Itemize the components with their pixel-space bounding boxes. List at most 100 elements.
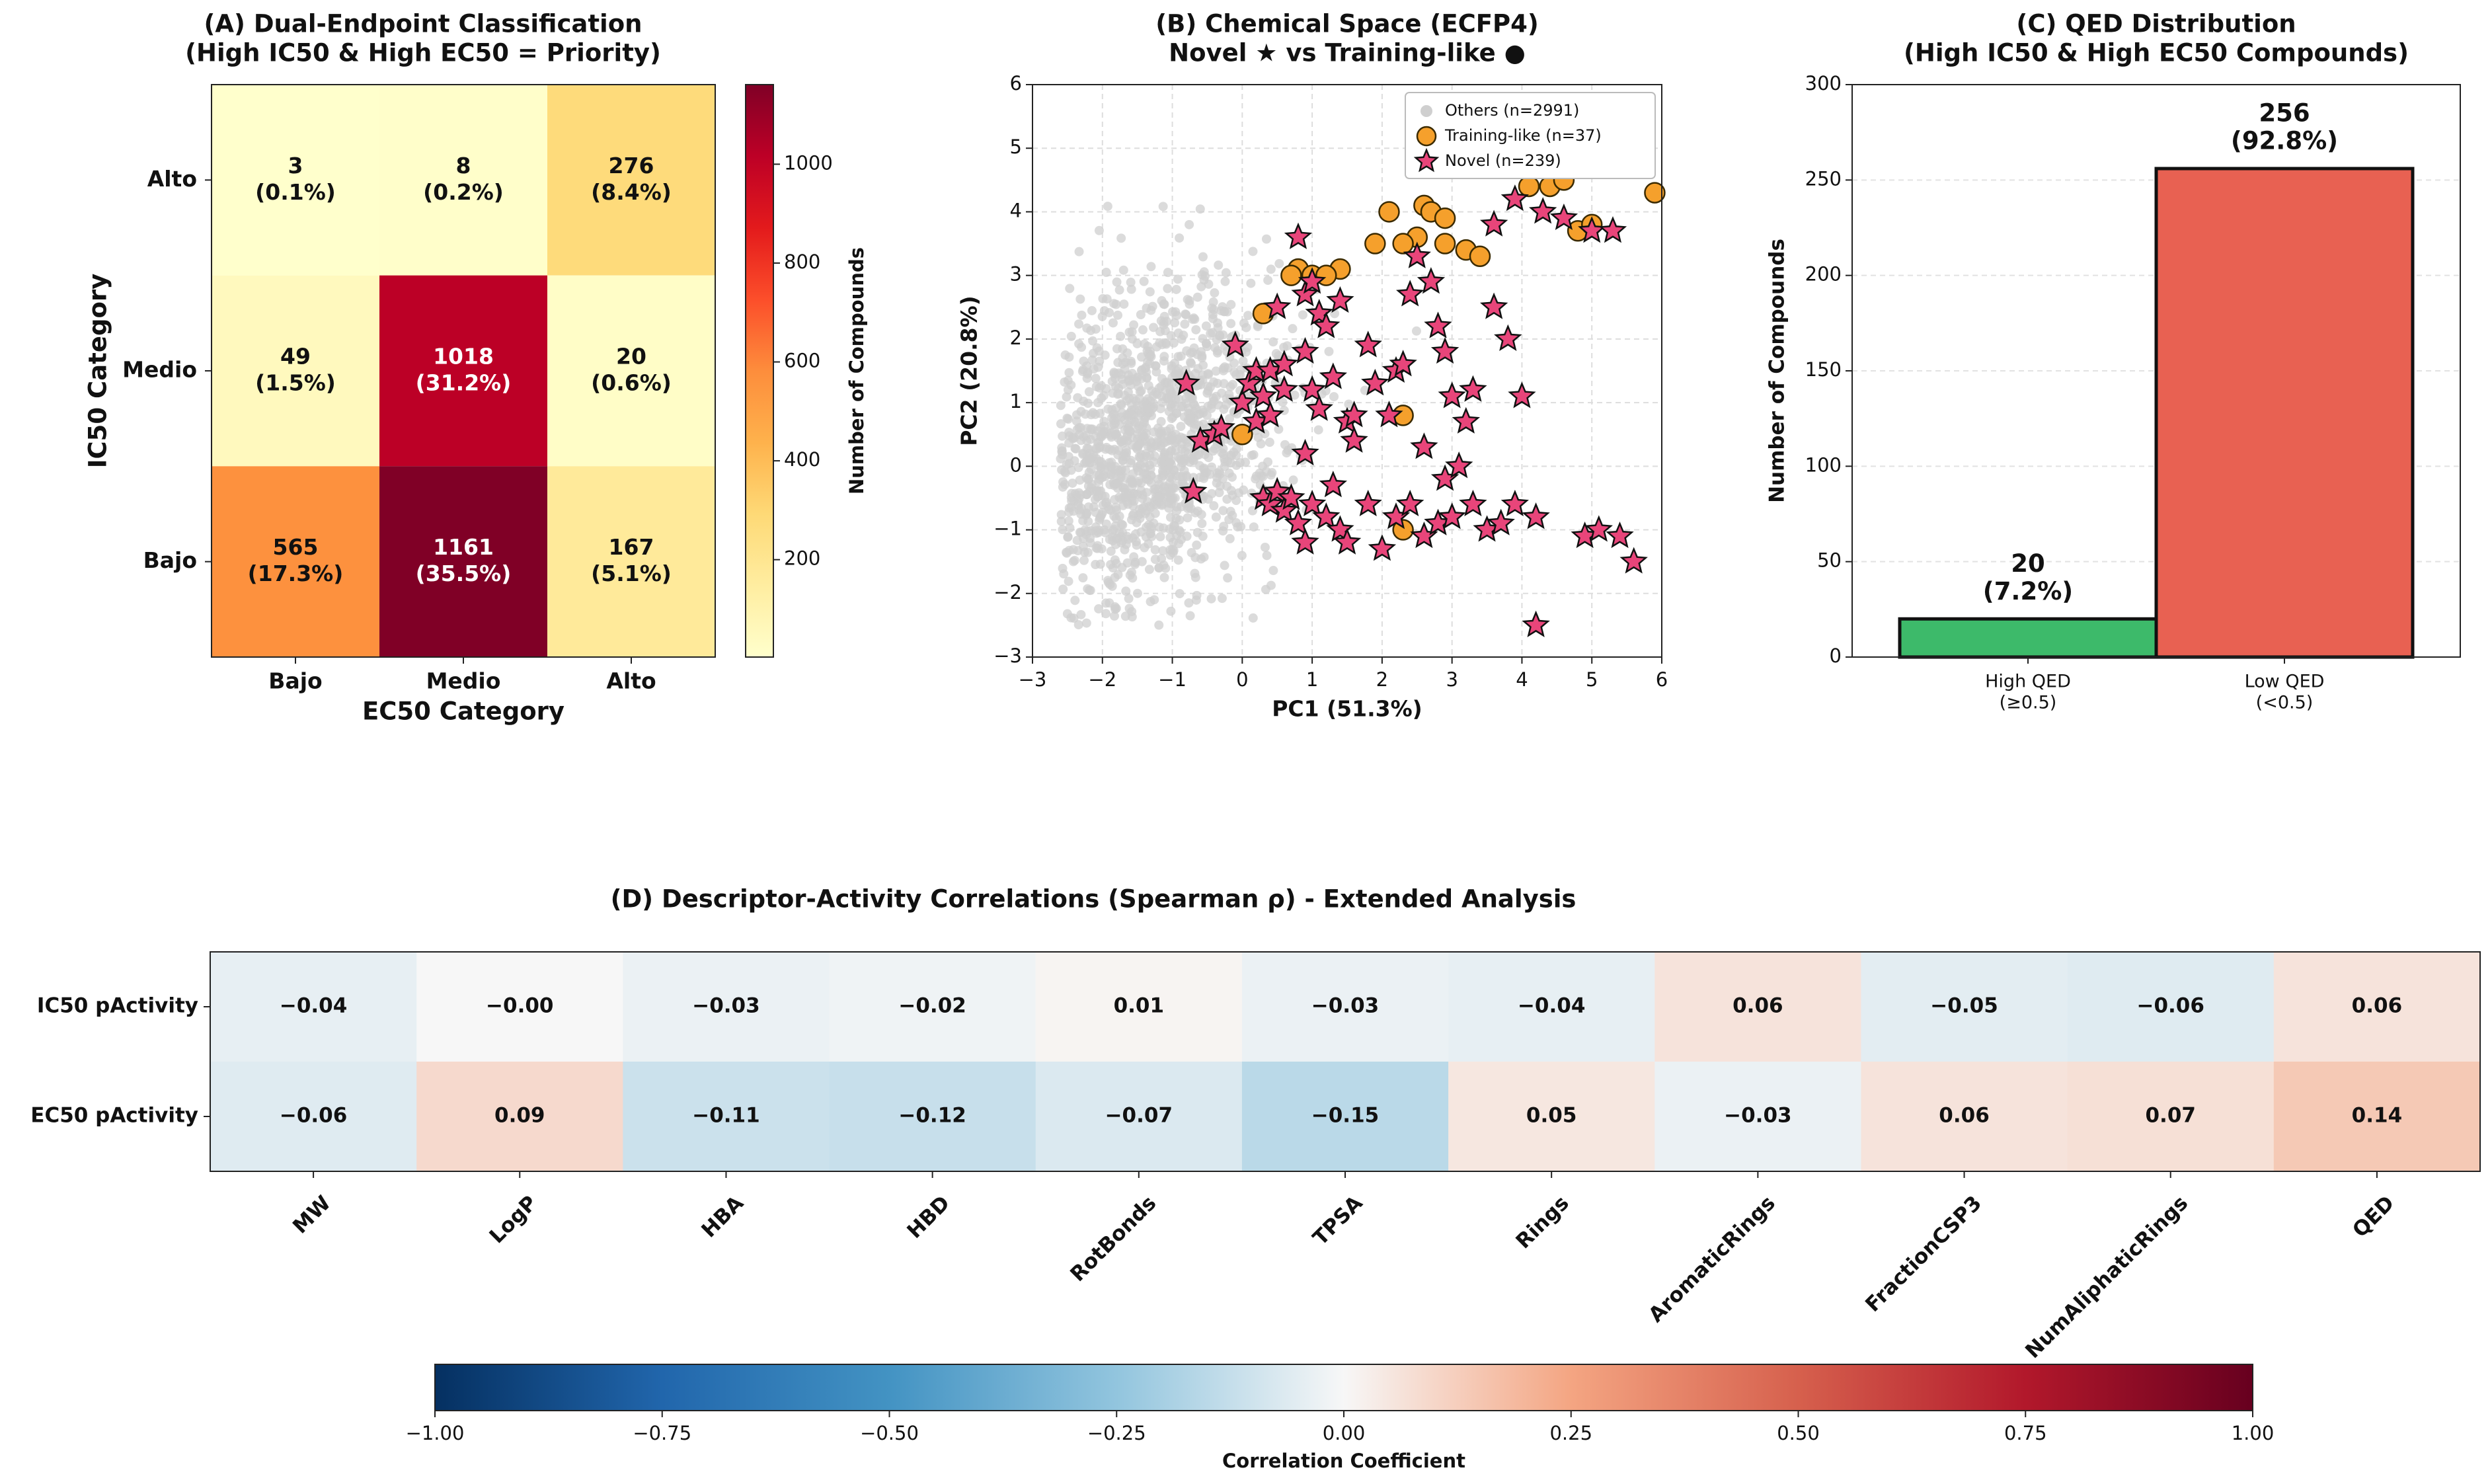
others-point (1063, 531, 1073, 541)
legend-label-others: Others (n=2991) (1445, 101, 1579, 120)
panel-c-subtitle: (High IC50 & High EC50 Compounds) (1904, 39, 2409, 67)
correlation-cell (2067, 1062, 2275, 1172)
others-point (1176, 535, 1186, 545)
others-point (1195, 204, 1205, 214)
others-point (1064, 516, 1073, 526)
correlation-value-label: −0.15 (1311, 1104, 1379, 1128)
others-point (1204, 370, 1214, 379)
correlation-cell (2067, 952, 2275, 1062)
training-like-point (1280, 264, 1302, 286)
others-point (1126, 278, 1136, 288)
x-tick-label: Low QED (2245, 672, 2325, 692)
others-point (1110, 430, 1120, 440)
others-point (1220, 561, 1229, 570)
others-point (1262, 551, 1272, 561)
novel-point (1270, 350, 1299, 377)
novel-point (1479, 210, 1508, 237)
others-point (1133, 441, 1143, 451)
others-point (1226, 486, 1236, 496)
novel-point (1487, 508, 1515, 535)
others-point (1142, 373, 1152, 383)
others-point (1180, 319, 1190, 329)
others-point (1161, 563, 1171, 573)
correlation-value-label: −0.03 (1724, 1104, 1791, 1128)
others-point (1224, 468, 1234, 478)
colorbar-tick-label: −0.50 (860, 1422, 919, 1444)
others-point (1071, 416, 1081, 426)
others-point (1094, 604, 1104, 614)
others-point (1150, 484, 1160, 494)
others-point (1064, 368, 1074, 377)
others-point (1154, 492, 1164, 502)
training-like-point (1434, 207, 1456, 229)
others-point (1093, 543, 1103, 553)
others-point (1226, 319, 1236, 329)
others-point (1114, 420, 1124, 430)
y-axis-label: IC50 Category (84, 274, 112, 468)
others-point (1253, 322, 1263, 332)
others-point (1058, 584, 1068, 594)
others-point (1064, 576, 1073, 586)
others-point (1198, 252, 1208, 262)
colorbar-tick-label: −0.25 (1087, 1422, 1146, 1444)
legend-box (1405, 92, 1656, 179)
others-point (1058, 563, 1068, 573)
others-point (1090, 409, 1100, 419)
heatmap-count-label: 3 (288, 153, 303, 178)
novel-point (1354, 489, 1382, 517)
others-point (1235, 370, 1245, 379)
others-point (1219, 379, 1229, 389)
heatmap-percent-label: (0.2%) (423, 179, 504, 205)
others-point (1058, 482, 1068, 492)
others-point (1079, 555, 1089, 565)
others-point (1223, 573, 1233, 583)
others-point (1246, 278, 1256, 288)
others-point (1066, 613, 1076, 623)
others-point (1142, 404, 1152, 414)
others-point (1163, 268, 1173, 278)
others-point (1204, 279, 1214, 289)
others-point (1075, 294, 1085, 304)
others-point (1168, 525, 1178, 535)
others-point (1110, 461, 1120, 471)
x-tick-label: 3 (1446, 668, 1458, 691)
others-point (1119, 299, 1129, 309)
novel-point (1508, 381, 1536, 409)
correlation-value-label: 0.14 (2352, 1104, 2403, 1128)
others-point (1192, 527, 1202, 537)
others-point (1208, 309, 1218, 319)
others-point (1214, 260, 1224, 270)
correlation-value-label: 0.06 (2352, 994, 2403, 1018)
correlation-value-label: −0.03 (1311, 994, 1379, 1018)
bar-value-label: 20 (2011, 549, 2045, 578)
others-point (1188, 456, 1198, 466)
row-label: EC50 pActivity (30, 1104, 198, 1128)
others-point (1239, 318, 1249, 328)
column-label: QED (2348, 1191, 2399, 1242)
others-point (1173, 352, 1183, 362)
others-point (1251, 471, 1261, 481)
others-point (1225, 533, 1235, 543)
heatmap-percent-label: (8.4%) (591, 179, 672, 205)
others-point (1058, 431, 1068, 441)
others-point (1107, 376, 1117, 386)
column-label: HBD (902, 1191, 954, 1243)
correlation-cell (1655, 952, 1861, 1062)
others-point (1145, 287, 1155, 297)
others-point (1116, 233, 1126, 243)
training-like-point (1231, 423, 1253, 446)
novel-point (1430, 336, 1460, 364)
others-point (1135, 387, 1145, 397)
y-tick-label: 0 (1010, 453, 1022, 476)
x-tick-label: Alto (606, 668, 656, 694)
novel-point (1619, 547, 1648, 574)
novel-point (1235, 368, 1264, 396)
others-point (1260, 542, 1270, 552)
colorbar-label: Number of Compounds (845, 247, 868, 494)
novel-point (1277, 483, 1305, 510)
heatmap-percent-label: (1.5%) (255, 370, 336, 396)
others-point (1106, 546, 1116, 556)
heatmap-cell (379, 466, 547, 657)
training-like-point (1518, 175, 1540, 198)
others-point (1108, 526, 1118, 535)
